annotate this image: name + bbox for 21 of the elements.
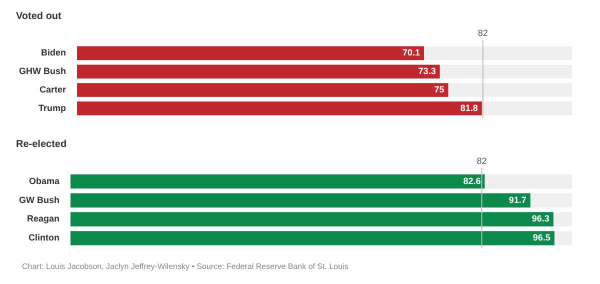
y-tick-label: Trump bbox=[38, 102, 66, 113]
data-label: 75 bbox=[434, 84, 444, 94]
chart-title: Re-elected bbox=[16, 138, 67, 150]
data-label: 91.7 bbox=[508, 194, 526, 205]
y-tick-label: GW Bush bbox=[18, 194, 60, 205]
data-label: 96.3 bbox=[532, 214, 550, 224]
y-tick-label: Obama bbox=[28, 176, 60, 186]
y-tick-label: GHW Bush bbox=[18, 66, 66, 76]
ref-line-label: 82 bbox=[478, 28, 488, 38]
data-label: 81.8 bbox=[460, 102, 478, 113]
ref-line-label: 82 bbox=[476, 156, 487, 166]
data-label: 96.5 bbox=[532, 232, 550, 243]
y-tick-label: Reagan bbox=[26, 214, 60, 224]
data-label: 73.3 bbox=[418, 66, 436, 76]
chart-title: Voted out bbox=[16, 10, 62, 22]
y-tick-label: Biden bbox=[40, 48, 66, 58]
y-tick-label: Clinton bbox=[28, 232, 60, 243]
y-tick-label: Carter bbox=[39, 84, 66, 94]
data-label: 70.1 bbox=[402, 48, 420, 58]
data-label: 82.6 bbox=[463, 176, 481, 186]
text: Chart: Louis Jacobson, Jaclyn Jeffrey-Wilensky • Source: Federal Reserve Bank of St. Louis bbox=[22, 262, 348, 271]
